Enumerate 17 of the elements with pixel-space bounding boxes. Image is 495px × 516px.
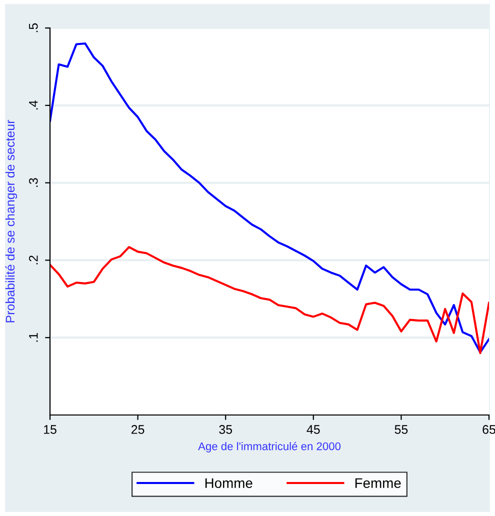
y-tick-label: .2 bbox=[28, 256, 38, 264]
x-tick-label: 35 bbox=[219, 425, 232, 434]
y-tick-label: .3 bbox=[28, 178, 38, 187]
y-tick-label: .1 bbox=[29, 332, 38, 342]
x-tick-label: 45 bbox=[306, 425, 320, 434]
y-tick-label: .5 bbox=[29, 23, 38, 32]
x-axis-title: Age de l'immatriculé en 2000 bbox=[198, 442, 341, 452]
legend-label: Homme bbox=[205, 478, 252, 488]
y-axis-title: Probabilité de se changer de secteur bbox=[5, 120, 18, 322]
x-tick-label: 65 bbox=[482, 425, 495, 434]
line-series bbox=[50, 42, 489, 354]
y-tick-label: .4 bbox=[29, 100, 38, 110]
line-series bbox=[50, 246, 489, 354]
x-tick-label: 25 bbox=[131, 425, 144, 434]
x-tick-label: 15 bbox=[44, 425, 56, 434]
x-tick-label: 55 bbox=[394, 425, 408, 434]
legend-label: Femme bbox=[355, 478, 401, 488]
